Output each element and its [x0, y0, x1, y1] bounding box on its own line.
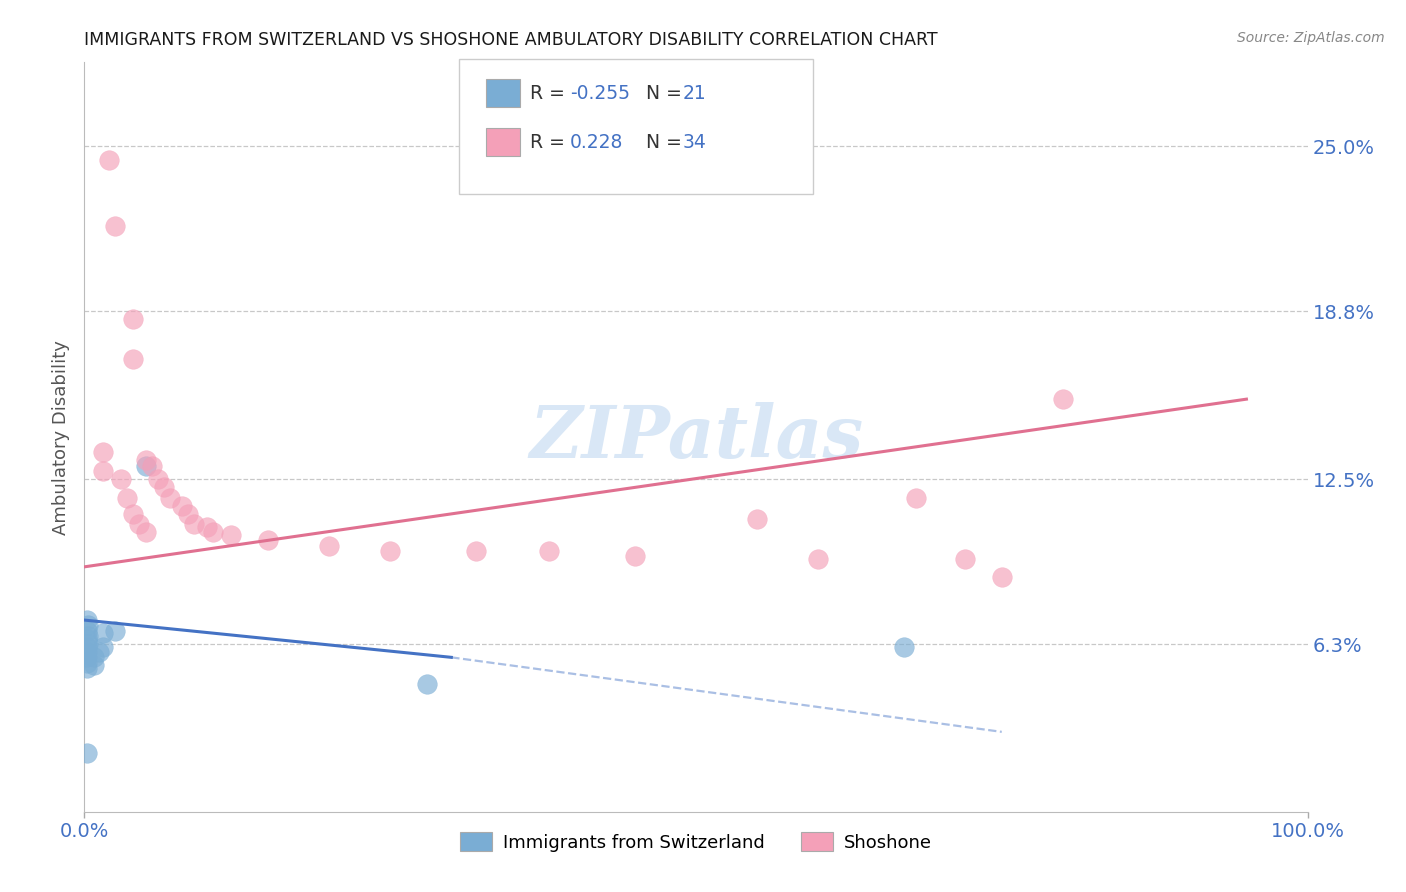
Point [219, 528, 242, 542]
Point [76, 650, 98, 665]
Point [77, 618, 100, 632]
Point [91, 445, 114, 459]
Point [159, 491, 181, 505]
Point [953, 552, 976, 566]
FancyBboxPatch shape [458, 59, 814, 194]
Point [201, 525, 224, 540]
Point [146, 472, 169, 486]
Point [76, 613, 98, 627]
Point [104, 624, 127, 638]
Point [893, 640, 915, 654]
Text: 34: 34 [682, 133, 706, 153]
Point [183, 517, 205, 532]
Text: 21: 21 [682, 85, 706, 103]
Text: N =: N = [634, 85, 688, 103]
Text: -0.255: -0.255 [569, 85, 630, 103]
Point [128, 517, 150, 532]
Bar [485, 128, 520, 156]
Point [76, 645, 98, 659]
Text: N =: N = [634, 133, 688, 153]
Text: Source: ZipAtlas.com: Source: ZipAtlas.com [1237, 31, 1385, 45]
Point [416, 677, 439, 691]
Point [318, 539, 340, 553]
Point [380, 544, 402, 558]
Point [464, 544, 486, 558]
Point [91, 626, 114, 640]
Text: ZIPatlas: ZIPatlas [529, 401, 863, 473]
Text: R =: R = [530, 85, 571, 103]
Point [172, 499, 194, 513]
Point [110, 472, 132, 486]
Point [153, 480, 176, 494]
Point [122, 312, 145, 326]
Point [905, 491, 928, 505]
Point [195, 520, 218, 534]
Text: 0.228: 0.228 [569, 133, 623, 153]
Point [135, 458, 157, 473]
Point [76, 632, 98, 646]
Bar [485, 78, 520, 107]
Point [135, 525, 157, 540]
Point [76, 640, 98, 654]
Point [91, 640, 114, 654]
Point [77, 637, 100, 651]
Point [87, 645, 110, 659]
Point [257, 533, 280, 548]
Point [177, 507, 200, 521]
Point [141, 458, 163, 473]
Point [83, 658, 105, 673]
Point [104, 219, 127, 234]
Point [97, 153, 120, 167]
Point [1052, 392, 1074, 406]
Point [991, 570, 1014, 584]
Point [807, 552, 830, 566]
Point [76, 746, 98, 760]
Point [76, 661, 98, 675]
Legend: Immigrants from Switzerland, Shoshone: Immigrants from Switzerland, Shoshone [453, 825, 939, 859]
Point [747, 512, 769, 526]
Point [77, 629, 100, 643]
Y-axis label: Ambulatory Disability: Ambulatory Disability [52, 340, 70, 534]
Text: IMMIGRANTS FROM SWITZERLAND VS SHOSHONE AMBULATORY DISABILITY CORRELATION CHART: IMMIGRANTS FROM SWITZERLAND VS SHOSHONE … [84, 31, 938, 49]
Point [135, 453, 157, 467]
Point [122, 507, 145, 521]
Point [91, 464, 114, 478]
Point [624, 549, 647, 564]
Point [76, 656, 98, 670]
Point [122, 352, 145, 367]
Point [115, 491, 138, 505]
Point [83, 650, 105, 665]
Point [538, 544, 561, 558]
Point [76, 624, 98, 638]
Text: R =: R = [530, 133, 576, 153]
